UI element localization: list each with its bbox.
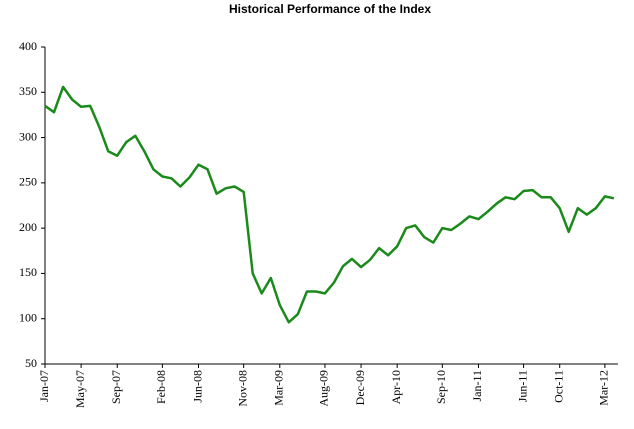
x-tick-label: Feb-08 (154, 370, 168, 404)
chart-title: Historical Performance of the Index (229, 2, 431, 16)
x-tick-label: Sep-07 (109, 370, 123, 404)
y-tick-label: 200 (19, 220, 37, 234)
y-tick-label: 150 (19, 265, 37, 279)
x-tick-label: Aug-09 (317, 370, 331, 407)
x-tick-label: Apr-10 (389, 370, 403, 404)
y-tick-label: 400 (19, 39, 37, 53)
x-tick-label: Sep-10 (434, 370, 448, 404)
x-tick-label: Mar-09 (272, 370, 286, 406)
x-tick-label: Jun-11 (515, 370, 529, 402)
x-tick-label: Dec-09 (353, 370, 367, 405)
x-tick-label: Jun-08 (190, 370, 204, 403)
y-tick-label: 100 (19, 310, 37, 324)
x-tick-label: May-07 (73, 370, 87, 408)
x-tick-label: Nov-08 (235, 370, 249, 407)
x-tick-label: Oct-11 (551, 370, 565, 403)
x-tick-label: Jan-07 (37, 370, 51, 402)
y-tick-label: 250 (19, 175, 37, 189)
y-tick-label: 300 (19, 129, 37, 143)
y-tick-label: 350 (19, 84, 37, 98)
x-tick-label: Mar-12 (597, 370, 611, 406)
x-tick-label: Jan-11 (470, 370, 484, 402)
series-line (44, 85, 615, 324)
y-tick-label: 50 (25, 356, 37, 370)
